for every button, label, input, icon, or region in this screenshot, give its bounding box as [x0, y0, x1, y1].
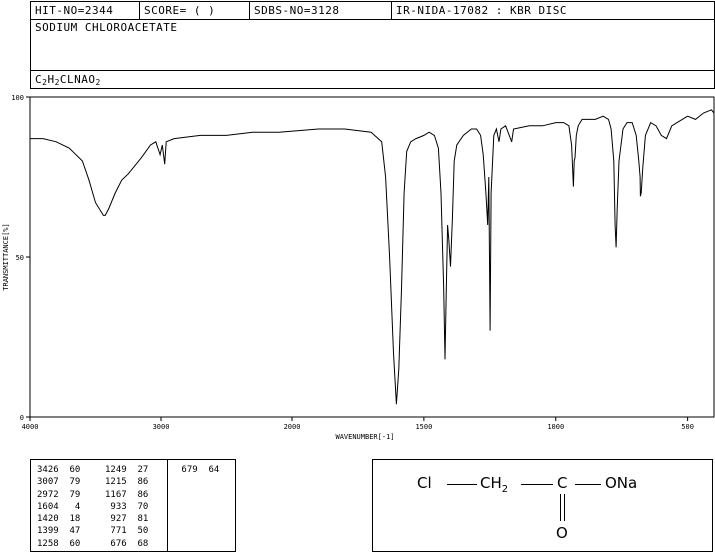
double-bond-left: [560, 494, 561, 521]
structure-panel: Cl CH2 C ONa O: [372, 459, 713, 552]
formula-row: C2H2CLNAO2: [31, 70, 714, 90]
peak-entry: 1604 4: [37, 501, 81, 512]
ir-spectrum-chart: 4000 3000 2000 1500 1000 500 0 50 100 WAVENUMBER…: [2, 94, 715, 441]
ir-code: IR-NIDA-17082 : KBR DISC: [391, 2, 713, 19]
peak-entry: 1249 27: [105, 465, 149, 475]
x-tick-label: 500: [681, 423, 694, 431]
peak-entry: 3426 60: [37, 465, 81, 475]
peak-entry: 3007 79: [37, 477, 81, 488]
transmittance-line: [30, 109, 715, 405]
y-axis-label: TRANSMITTANCE[%]: [2, 223, 10, 290]
score: SCORE= ( ): [139, 2, 249, 19]
sdbs-number: SDBS-NO=3128: [249, 2, 391, 19]
peak-entry: 933 70: [105, 501, 149, 512]
atom-ona: ONa: [605, 474, 638, 492]
peak-entry: 2972 79: [37, 489, 81, 500]
series-group: [30, 109, 715, 405]
peak-entry: 676 68: [105, 538, 149, 549]
atom-methylene: CH2: [480, 474, 509, 495]
compound-name: SODIUM CHLOROACETATE: [35, 21, 178, 34]
y-tick-label: 100: [11, 94, 24, 102]
y-tick-label: 0: [20, 414, 24, 422]
peak-entry: 1167 86: [105, 489, 149, 500]
x-tick-label: 3000: [153, 423, 170, 431]
bond-cl-c: [447, 484, 477, 485]
peak-entry: 679 64: [176, 465, 220, 475]
peak-entry: 771 50: [105, 526, 149, 537]
tick-group: 4000 3000 2000 1500 1000 500 0 50 100: [11, 94, 694, 431]
molecular-formula: C2H2CLNAO2: [35, 73, 101, 87]
header-panel: HIT-NO=2344 SCORE= ( ) SDBS-NO=3128 IR-N…: [30, 1, 715, 89]
peak-column-3: 679 64: [176, 464, 219, 476]
double-bond-right: [564, 494, 565, 521]
header-row: HIT-NO=2344 SCORE= ( ) SDBS-NO=3128 IR-N…: [31, 2, 714, 20]
peak-column-1: 3426 60 3007 79 2972 79 1604 4 1420 18 1399 4…: [37, 464, 80, 550]
peak-column-2: 1249 27 1215 86 1167 86 933 70 927 81 771 …: [105, 464, 148, 550]
x-tick-label: 1500: [415, 423, 432, 431]
peak-table-divider: [167, 460, 168, 551]
peak-entry: 1420 18: [37, 514, 81, 525]
peak-entry: 1215 86: [105, 477, 149, 488]
atom-chlorine: Cl: [417, 474, 432, 492]
x-axis-label: WAVENUMBER[-1]: [335, 433, 394, 441]
peak-entry: 1258 60: [37, 538, 81, 549]
x-tick-label: 4000: [22, 423, 39, 431]
bond-c-ona: [575, 484, 601, 485]
plot-frame: [29, 96, 715, 418]
atom-carbonyl-carbon: C: [557, 474, 568, 492]
peak-entry: 1399 47: [37, 526, 81, 537]
y-tick-label: 50: [16, 254, 24, 262]
bond-c-c: [521, 484, 553, 485]
x-tick-label: 2000: [284, 423, 301, 431]
peak-table: 3426 60 3007 79 2972 79 1604 4 1420 18 1399 4…: [30, 459, 236, 552]
x-tick-label: 1000: [547, 423, 564, 431]
atom-oxygen: O: [556, 524, 568, 542]
hit-number: HIT-NO=2344: [35, 4, 114, 17]
peak-entry: 927 81: [105, 514, 149, 525]
